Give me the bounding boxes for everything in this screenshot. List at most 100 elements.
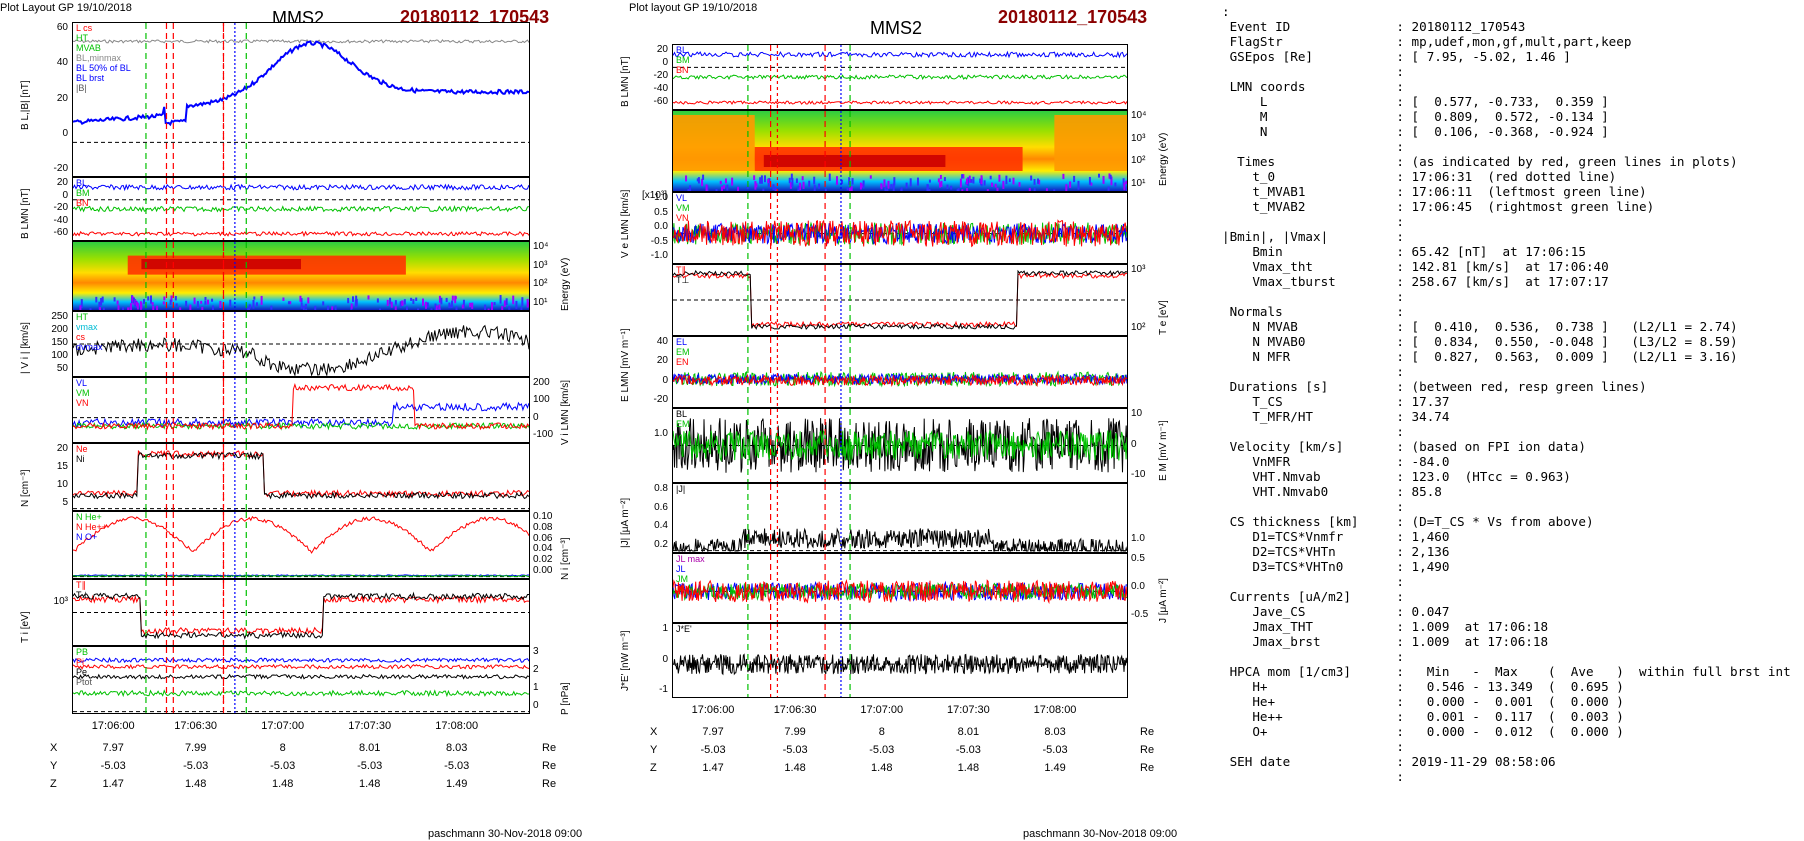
summary-line: GSEpos [Re] : [ 7.95, -5.02, 1.46 ] [1222, 49, 1571, 64]
left-panel-6 [72, 443, 530, 511]
right-tick-label: 0.00 [533, 565, 553, 576]
y-tick-label: 40 [56, 57, 68, 69]
y-tick-label: 60 [56, 22, 68, 33]
legend-entry: JM [676, 574, 688, 584]
summary-line: t_MVAB2 : 17:06:45 (rightmost green line… [1222, 199, 1655, 214]
left-legend-5: VL VM VN [76, 378, 90, 408]
left-trace [73, 591, 529, 640]
ephem-label: Y [50, 760, 58, 772]
legend-entry: VN [76, 398, 89, 408]
mid-event-id: 20180112_170543 [998, 7, 1148, 27]
summary-line: LMN coords : [1222, 79, 1404, 94]
left-rlabel-9: P [nPa] [560, 682, 571, 715]
y-tick-label: 250 [51, 311, 68, 322]
mid-trace [673, 100, 1127, 105]
ephem-value: 7.99 [184, 742, 207, 754]
mid-legend-6: BL EM [676, 409, 690, 429]
y-tick-label: 20 [56, 443, 68, 454]
y-tick-label: 40 [656, 336, 668, 347]
mid-rlabel-6: E M [mV m⁻¹] [1158, 419, 1169, 481]
y-tick-label: 20 [656, 44, 668, 55]
summary-line: Normals : [1222, 304, 1404, 319]
legend-entry: VM [76, 388, 90, 398]
right-tick-label: 10 [1131, 408, 1143, 419]
mid-trace [673, 74, 1127, 81]
ephem-label: Z [50, 778, 57, 790]
summary-line: N MVAB0 : [ 0.834, 0.550, -0.048 ] (L3/L… [1222, 334, 1738, 349]
right-tick-label: 10³ [533, 259, 548, 271]
legend-entry: HT [76, 33, 88, 43]
left-ylabel-8: T i [eV] [20, 611, 31, 643]
summary-line: H+ : 0.546 - 13.349 ( 0.695 ) [1222, 679, 1624, 694]
mid-trace [673, 579, 1127, 605]
mid-panel-5 [672, 336, 1128, 408]
y-tick-label: -20 [653, 394, 668, 405]
y-tick-label: -40 [53, 214, 68, 226]
right-tick-label: 2 [533, 664, 539, 675]
legend-entry: PB [76, 647, 89, 657]
summary-line: He++ : 0.001 - 0.117 ( 0.003 ) [1222, 709, 1624, 724]
mid-panel-4 [672, 264, 1128, 336]
y-tick-label: 0 [62, 127, 68, 139]
summary-line: HPCA mom [1/cm3] : Min - Max ( Ave ) wit… [1222, 664, 1791, 679]
time-tick-label: 17:08:00 [435, 720, 479, 732]
mid-legend-7: |J| [676, 484, 685, 494]
left-rlabel-7: N i [cm⁻³] [560, 537, 571, 581]
right-tick-label: -10 [1131, 469, 1146, 480]
legend-entry: BL [676, 45, 688, 55]
left-trace [73, 673, 529, 680]
legend-entry: BM [676, 55, 690, 65]
mid-panel-1 [672, 44, 1128, 110]
ephem-value: 7.97 [102, 742, 124, 754]
left-trace [73, 401, 529, 429]
mid-panel-7-svg [673, 484, 1127, 552]
legend-entry: Ptot [76, 677, 93, 687]
y-tick-label: -60 [653, 96, 668, 107]
left-panel-7-svg [73, 512, 529, 578]
mid-trace [673, 269, 1127, 331]
time-tick-label: 17:06:30 [174, 720, 218, 732]
summary-line: t_0 : 17:06:31 (red dotted line) [1222, 169, 1617, 184]
left-panel-8 [72, 579, 530, 646]
y-tick-label: 1.0 [654, 192, 668, 203]
y-tick-label: 150 [51, 337, 68, 348]
summary-line: Durations [s] : (between red, resp green… [1222, 379, 1647, 394]
time-tick-label: 17:07:30 [946, 704, 990, 716]
ephem-unit: Re [542, 760, 557, 772]
summary-line: : [1222, 64, 1404, 79]
legend-entry: JN [676, 584, 687, 594]
legend-entry: Pe [76, 667, 88, 677]
y-tick-label: 0.2 [654, 539, 668, 550]
summary-line: : [1222, 649, 1404, 664]
right-tick-label: 0.5 [1131, 553, 1145, 564]
y-tick-label: 0 [662, 57, 668, 68]
legend-entry: Ne [76, 444, 88, 454]
right-tick-label: 10³ [1131, 132, 1146, 144]
ephem-unit: Re [1140, 744, 1155, 756]
right-tick-label: 0.10 [533, 511, 553, 522]
right-tick-label: 10¹ [1131, 178, 1146, 189]
ephem-value: 1.48 [358, 778, 381, 790]
mid-trace [673, 418, 1127, 473]
left-panel-9 [72, 646, 530, 714]
summary-line: FlagStr : mp,udef,mon,gf,mult,part,keep [1222, 34, 1632, 49]
mid-legend-9: J*E' [676, 624, 692, 634]
summary-line: Event ID : 20180112_170543 [1222, 19, 1526, 34]
legend-entry: EM [676, 347, 690, 357]
left-legend-7: N He+ N He++ N O+ [76, 512, 107, 542]
mid-rlabel-2: Energy (eV) [1158, 132, 1169, 186]
legend-entry: N He++ [76, 522, 108, 532]
mid-panel-1-svg [673, 45, 1127, 109]
mid-trace [673, 653, 1127, 676]
legend-entry: BL [76, 178, 88, 188]
ephem-value: 1.48 [871, 762, 893, 774]
legend-entry: HT [76, 312, 88, 322]
legend-entry: |J| [676, 484, 686, 494]
mid-trace [673, 429, 1127, 463]
legend-entry: JL max [676, 554, 705, 564]
summary-line: Jmax_THT : 1.009 at 17:06:18 [1222, 619, 1549, 634]
summary-line: Velocity [km/s] : (based on FPI ion data… [1222, 439, 1586, 454]
legend-entry: BL brst [76, 73, 105, 83]
y-tick-label: 0.5 [654, 206, 668, 218]
mid-trace [673, 373, 1127, 388]
